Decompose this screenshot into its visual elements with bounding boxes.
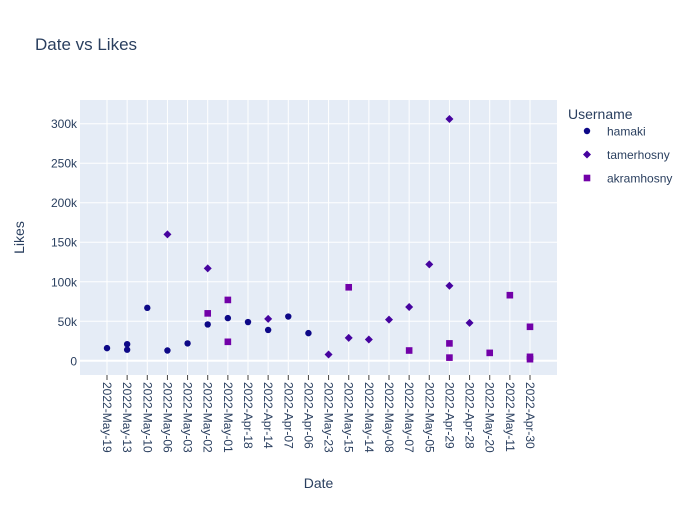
x-tick-label: 2022-May-08 <box>382 382 396 453</box>
x-tick-label: 2022-May-11 <box>503 382 517 452</box>
data-point-akramhosny <box>224 338 232 346</box>
legend-item-label: akramhosny <box>607 172 672 186</box>
data-point-hamaki <box>305 329 312 337</box>
y-tick-label: 250k <box>51 157 78 171</box>
data-point-tamerhosny <box>465 318 474 327</box>
data-point-hamaki <box>164 347 171 354</box>
chart-title: Date vs Likes <box>35 35 137 54</box>
x-tick-label: 2022-Apr-07 <box>281 382 295 449</box>
legend-item-label: hamaki <box>607 125 646 139</box>
x-tick-label: 2022-Apr-29 <box>442 382 456 449</box>
x-tick-label: 2022-Apr-06 <box>301 382 315 449</box>
data-point-hamaki <box>224 314 232 322</box>
legend-title: Username <box>568 106 633 122</box>
data-point-akramhosny <box>405 347 413 354</box>
x-tick-label: 2022-May-10 <box>140 382 154 453</box>
data-point-tamerhosny <box>385 315 393 324</box>
circle-marker-icon <box>583 127 591 135</box>
y-gridlines <box>80 123 557 362</box>
data-point-hamaki <box>204 321 211 328</box>
data-point-hamaki <box>184 340 191 347</box>
x-tick-label: 2022-May-15 <box>342 382 356 453</box>
plot-area <box>80 100 557 375</box>
x-axis-label: Date <box>304 475 334 491</box>
y-tick-label: 150k <box>51 236 78 250</box>
x-tick-label: 2022-May-05 <box>422 382 436 453</box>
x-tick-label: 2022-Apr-18 <box>241 382 255 449</box>
data-point-tamerhosny <box>324 350 333 359</box>
data-point-akramhosny <box>345 283 353 291</box>
x-tick-label: 2022-May-02 <box>201 382 215 453</box>
x-tick-label: 2022-May-13 <box>120 382 134 453</box>
y-tick-label: 300k <box>51 117 78 131</box>
y-tick-label: 100k <box>51 275 78 289</box>
data-point-tamerhosny <box>445 281 454 290</box>
y-tick-label: 50k <box>58 315 78 329</box>
legend[interactable]: Username hamaki tamerhosny akramhosny <box>568 106 672 186</box>
data-point-tamerhosny <box>203 264 212 273</box>
data-point-hamaki <box>144 304 151 312</box>
data-point-tamerhosny <box>425 260 434 269</box>
legend-item-akramhosny[interactable]: akramhosny <box>583 172 673 186</box>
data-point-hamaki <box>123 346 131 353</box>
x-tick-label: 2022-Apr-30 <box>523 382 537 449</box>
x-tick-label: 2022-May-01 <box>221 382 235 453</box>
x-tick-label: 2022-May-20 <box>483 382 497 453</box>
data-point-hamaki <box>264 326 272 334</box>
data-point-tamerhosny <box>405 303 414 312</box>
y-tick-label: 200k <box>51 196 78 210</box>
square-marker-icon <box>583 174 591 182</box>
x-tick-label: 2022-May-03 <box>181 382 195 453</box>
data-point-hamaki <box>103 344 111 352</box>
x-tick-label: 2022-May-06 <box>160 382 174 453</box>
data-point-hamaki <box>285 313 292 320</box>
data-point-akramhosny <box>204 310 212 317</box>
data-point-akramhosny <box>486 349 494 357</box>
diamond-marker-icon <box>583 150 591 159</box>
data-point-akramhosny <box>446 354 453 361</box>
data-point-tamerhosny <box>264 314 273 323</box>
x-tick-labels: 2022-May-19 2022-May-13 2022-May-10 2022-Ma… <box>100 375 537 453</box>
x-tick-label: 2022-May-14 <box>362 382 376 453</box>
y-tick-label: 0 <box>70 354 77 368</box>
data-points <box>103 114 534 363</box>
x-tick-label: 2022-May-07 <box>402 382 416 453</box>
legend-item-tamerhosny[interactable]: tamerhosny <box>583 148 670 162</box>
data-point-tamerhosny <box>445 114 454 123</box>
x-tick-label: 2022-May-19 <box>100 382 114 453</box>
data-point-hamaki <box>244 318 252 326</box>
data-point-hamaki <box>123 340 131 348</box>
data-point-tamerhosny <box>344 333 353 342</box>
x-tick-label: 2022-Apr-28 <box>463 382 477 449</box>
y-axis-label: Likes <box>11 221 27 254</box>
y-tick-labels: 0 50k 100k 150k 200k 250k 300k <box>51 117 78 368</box>
data-point-akramhosny <box>526 355 534 363</box>
data-point-tamerhosny <box>163 230 172 239</box>
data-point-akramhosny <box>506 291 514 299</box>
data-point-tamerhosny <box>364 335 373 344</box>
legend-item-hamaki[interactable]: hamaki <box>583 125 646 139</box>
data-point-akramhosny <box>526 323 534 331</box>
data-point-akramhosny <box>224 296 232 304</box>
legend-item-label: tamerhosny <box>607 148 670 162</box>
data-point-akramhosny <box>446 340 453 347</box>
x-tick-label: 2022-May-23 <box>322 382 336 453</box>
legend-items[interactable]: hamaki tamerhosny akramhosny <box>583 125 672 186</box>
x-tick-label: 2022-Apr-14 <box>261 382 275 449</box>
